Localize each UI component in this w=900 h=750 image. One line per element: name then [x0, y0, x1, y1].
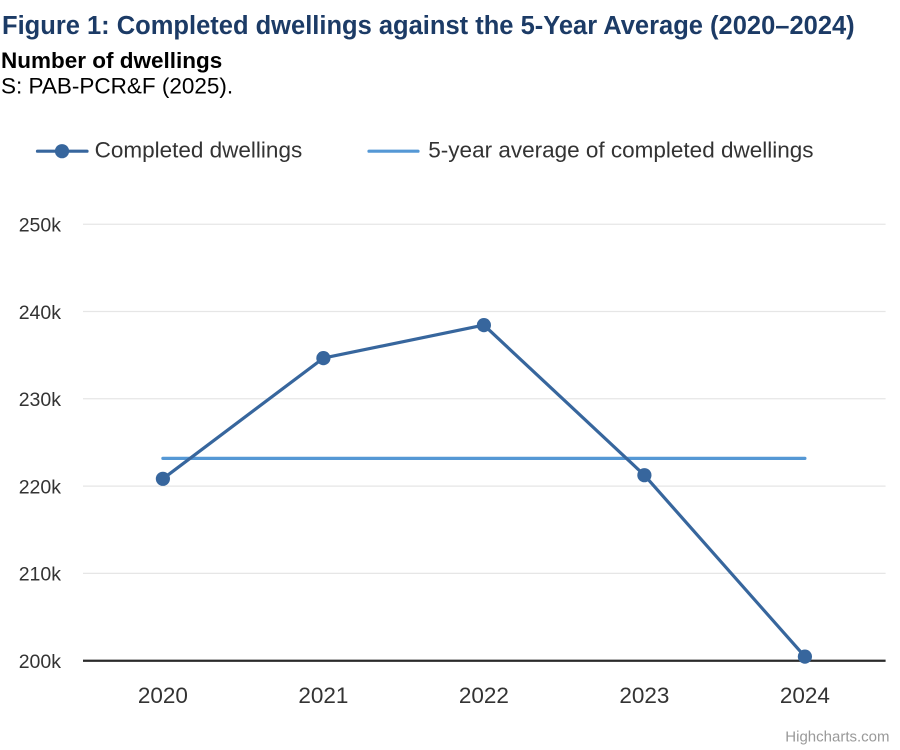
svg-text:Number of dwellings: Number of dwellings	[1, 48, 222, 73]
svg-text:230k: 230k	[19, 389, 62, 411]
svg-text:Completed dwellings: Completed dwellings	[95, 138, 303, 163]
svg-text:2022: 2022	[459, 683, 509, 708]
svg-text:S: PAB-PCR&F (2025).: S: PAB-PCR&F (2025).	[1, 74, 233, 99]
svg-text:Figure 1: Completed dwellings: Figure 1: Completed dwellings against th…	[2, 12, 855, 40]
svg-text:250k: 250k	[19, 215, 62, 237]
svg-text:240k: 240k	[19, 302, 62, 324]
svg-text:2021: 2021	[298, 683, 348, 708]
svg-text:Highcharts.com: Highcharts.com	[785, 729, 889, 746]
svg-text:220k: 220k	[19, 476, 62, 498]
svg-text:200k: 200k	[19, 651, 62, 673]
svg-text:210k: 210k	[19, 564, 62, 586]
svg-text:2020: 2020	[138, 683, 188, 708]
svg-text:2024: 2024	[780, 683, 830, 708]
svg-text:5-year average of completed dw: 5-year average of completed dwellings	[428, 138, 813, 163]
svg-text:2023: 2023	[619, 683, 669, 708]
